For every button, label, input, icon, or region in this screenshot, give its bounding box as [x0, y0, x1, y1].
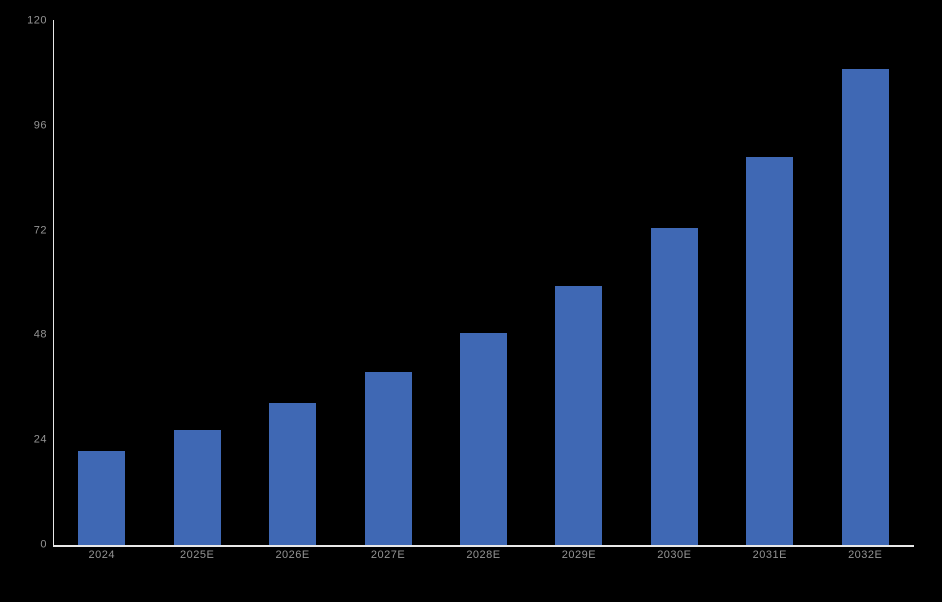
bar	[650, 227, 698, 545]
x-tick-label: 2025E	[180, 549, 215, 561]
bar	[364, 371, 412, 545]
bar	[459, 332, 507, 545]
bar	[173, 430, 221, 545]
x-tick-label: 2027E	[370, 549, 406, 561]
bar-category-cell	[54, 21, 149, 545]
bar-category-cell	[245, 21, 340, 545]
y-tick-label: 0	[40, 538, 47, 551]
bar-category-cell	[722, 21, 817, 545]
y-tick-label: 24	[33, 433, 47, 446]
y-axis-line	[53, 20, 54, 546]
x-tick-label: 2028E	[466, 549, 501, 561]
y-tick-label: 48	[33, 328, 47, 341]
x-axis-tick-labels: 2024 2025E 2026E 2027E 2028E 2029E 2030E 2031E 2…	[54, 549, 913, 562]
y-tick-label: 72	[33, 224, 47, 237]
x-tick-label: 2026E	[275, 549, 310, 561]
bar-category-cell	[818, 21, 913, 545]
y-tick-label: 96	[33, 119, 47, 132]
bar	[269, 403, 317, 545]
bar	[555, 285, 603, 545]
bar	[841, 69, 889, 545]
bars-row	[54, 21, 913, 545]
y-axis-tick-labels: 0 24 48 72 96 120	[0, 0, 47, 602]
y-tick-label: 120	[27, 14, 47, 27]
bar-category-cell	[531, 21, 626, 545]
x-tick-label: 2024	[88, 549, 115, 561]
bar	[78, 450, 126, 545]
bar-category-cell	[436, 21, 531, 545]
x-axis-line	[53, 545, 914, 547]
bar-category-cell	[627, 21, 722, 545]
bar-category-cell	[149, 21, 244, 545]
x-tick-label: 2029E	[561, 549, 597, 561]
x-tick-label: 2031E	[752, 549, 787, 561]
x-tick-label: 2032E	[848, 549, 883, 561]
bar-category-cell	[340, 21, 435, 545]
x-tick-label: 2030E	[657, 549, 692, 561]
bar	[746, 156, 794, 545]
